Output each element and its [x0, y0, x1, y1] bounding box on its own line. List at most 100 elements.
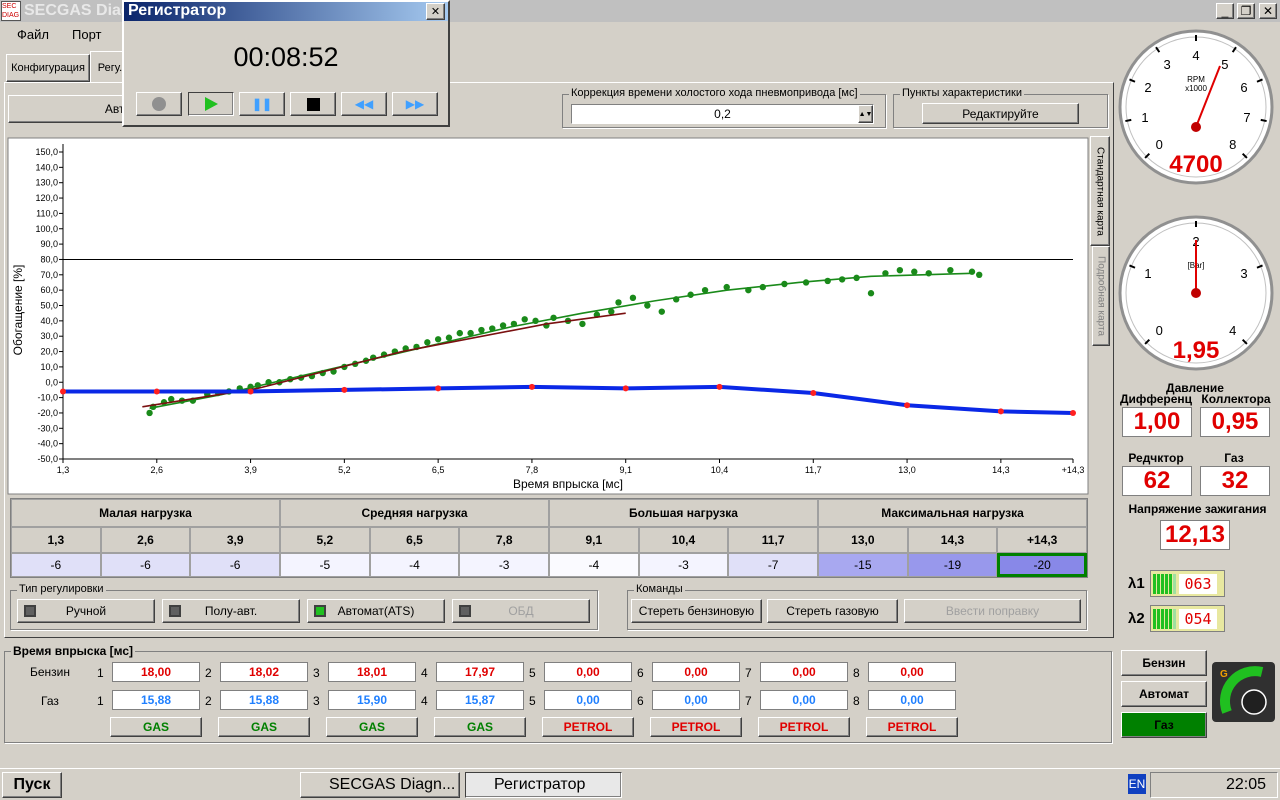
group-label: Команды — [634, 583, 685, 595]
row-label: Газ — [41, 694, 59, 708]
rec-button[interactable] — [136, 92, 182, 116]
group-label: Тип регулировки — [17, 583, 106, 595]
petrol-value: 0,00 — [652, 662, 740, 682]
mode-button-active[interactable]: Газ — [1121, 712, 1207, 738]
command-button[interactable]: Ввести поправку — [904, 599, 1081, 623]
channel-number: 2 — [205, 666, 212, 680]
minimize[interactable]: _ — [1216, 3, 1234, 19]
group-header: Максимальная нагрузка — [818, 499, 1087, 527]
lambda-segment — [1169, 609, 1172, 629]
tab[interactable]: Конфигурация — [6, 54, 90, 82]
pressure-title: Давление — [1166, 381, 1224, 395]
y-tick-label: 0,0 — [45, 377, 58, 387]
gauge-unit: RPM — [1187, 75, 1205, 84]
group-header: Большая нагрузка — [549, 499, 818, 527]
gauge-tick — [1260, 118, 1267, 123]
data-point — [615, 299, 622, 306]
gauge-tick — [1155, 46, 1161, 53]
x-tick-label: 14,3 — [992, 465, 1010, 475]
regulation-button[interactable]: OБД — [452, 599, 590, 623]
indicator — [459, 605, 471, 617]
table-cell: -5 — [280, 553, 370, 577]
column-header: +14,3 — [997, 527, 1087, 553]
data-point — [168, 395, 175, 403]
x-tick-label: 10,4 — [711, 465, 729, 475]
pause-button[interactable]: ❚❚ — [239, 92, 285, 116]
channel-number: 8 — [853, 694, 860, 708]
line-marker — [810, 389, 817, 396]
gas-value: 0,00 — [760, 690, 848, 710]
indicator — [314, 605, 326, 617]
data-point — [521, 316, 528, 323]
line-marker — [904, 402, 911, 409]
regulation-button[interactable]: Автомат(ATS) — [307, 599, 445, 623]
menu-item[interactable]: Порт — [72, 27, 102, 42]
x-tick-label: 1,3 — [57, 465, 70, 475]
start-button[interactable]: Пуск — [2, 772, 62, 798]
switch-icon: G — [1212, 662, 1275, 722]
y-tick-label: 90,0 — [40, 239, 58, 249]
command-button[interactable]: Стереть газовую — [767, 599, 898, 623]
channel-number: 4 — [421, 694, 428, 708]
petrol-value: 18,02 — [220, 662, 308, 682]
data-point — [867, 290, 875, 297]
data-point — [445, 334, 453, 341]
mode-button[interactable]: Бензин — [1121, 650, 1207, 676]
label: Коллектора — [1201, 392, 1271, 406]
command-button[interactable]: Стереть бензиновую — [631, 599, 762, 623]
y-tick-label: 80,0 — [40, 254, 58, 264]
table-cell: -3 — [459, 553, 549, 577]
gas-value: 15,87 — [436, 690, 524, 710]
forward-button[interactable]: ▶▶ — [392, 92, 438, 116]
regulation-button[interactable]: Полу-авт. — [162, 599, 300, 623]
side-tab-active[interactable]: Стандартная карта — [1090, 136, 1110, 246]
window-title: SECGAS Diag — [24, 2, 131, 19]
correction-input[interactable]: 0,2 — [571, 104, 874, 124]
group-header: Малая нагрузка — [11, 499, 280, 527]
data-point — [896, 266, 904, 274]
data-point — [644, 302, 651, 309]
y-tick-label: -40,0 — [37, 439, 58, 449]
line-marker — [1070, 409, 1076, 416]
tab-panel — [4, 82, 1114, 638]
correction-group: Коррекция времени холостого хода пневмоп… — [562, 87, 886, 128]
lambda-segment — [1161, 574, 1164, 594]
close[interactable]: ✕ — [426, 3, 445, 20]
table-cell: -4 — [369, 553, 460, 577]
maximize[interactable]: ❐ — [1237, 3, 1255, 19]
petrol-value: 17,97 — [436, 662, 524, 682]
regulation-button[interactable]: Ручной — [17, 599, 155, 623]
side-tab[interactable]: Подробная карта — [1092, 246, 1110, 346]
rewind-button[interactable]: ◀◀ — [341, 92, 387, 116]
stop-button[interactable] — [290, 92, 336, 116]
edit-button[interactable]: Редактируйте — [922, 103, 1079, 124]
data-point — [608, 308, 615, 315]
lang[interactable]: EN — [1128, 774, 1146, 794]
recorder-title-bar: Регистратор ✕ — [124, 2, 448, 21]
data-point — [723, 283, 730, 291]
mode-button[interactable]: Автомат — [1121, 681, 1207, 707]
data-point — [947, 266, 954, 274]
play-button[interactable] — [188, 92, 234, 116]
recorder-title: Регистратор — [128, 2, 227, 19]
taskbar-app-active[interactable]: Регистратор — [465, 772, 622, 798]
y-tick-label: 110,0 — [36, 208, 58, 218]
menu-item[interactable]: Файл — [17, 27, 49, 42]
petrol-value: 0,00 — [868, 662, 956, 682]
y-tick-label: 100,0 — [35, 224, 58, 234]
value-box: 12,13 — [1160, 520, 1230, 550]
channel-number: 8 — [853, 666, 860, 680]
label: Напряжение зажигания — [1128, 502, 1267, 516]
spinner[interactable]: ▲▼ — [858, 105, 873, 123]
close[interactable]: ✕ — [1259, 3, 1277, 19]
x-tick-label: 11,7 — [805, 465, 822, 475]
x-tick-label: 6,5 — [432, 465, 445, 475]
gauge-value: 4700 — [1169, 151, 1222, 178]
needle — [1195, 65, 1221, 128]
menu-bar: Файл Порт — [0, 22, 1280, 46]
lambda-value: 063 — [1179, 574, 1217, 594]
taskbar-app[interactable]: SECGAS Diagn... — [300, 772, 460, 798]
column-header: 14,3 — [907, 527, 998, 553]
series-line — [63, 384, 1074, 415]
